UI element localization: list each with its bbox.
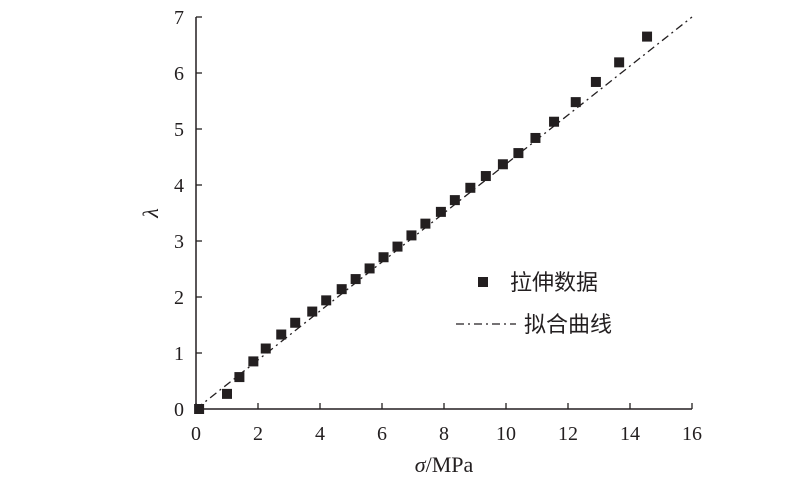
x-tick-label: 6 [377, 423, 387, 445]
data-point [642, 31, 653, 42]
y-tick-label: 2 [174, 287, 184, 309]
x-tick-label: 16 [682, 423, 702, 445]
y-tick-label: 4 [174, 175, 184, 197]
data-point [435, 206, 446, 217]
y-tick-label: 6 [174, 63, 184, 85]
data-point [570, 97, 581, 108]
y-tick-label: 0 [174, 399, 184, 421]
data-point [248, 356, 259, 367]
data-point [530, 132, 541, 143]
data-point [449, 195, 460, 206]
data-point [336, 284, 347, 295]
x-tick-label: 0 [191, 423, 201, 445]
data-point [260, 343, 271, 354]
data-point [614, 57, 625, 68]
data-point [420, 218, 431, 229]
y-tick-label: 3 [174, 231, 184, 253]
fit-line-layer [195, 16, 693, 410]
x-tick-label: 12 [558, 423, 578, 445]
fit-line [195, 16, 693, 410]
data-point [350, 274, 361, 285]
legend-label-scatter: 拉伸数据 [510, 271, 598, 296]
data-point [465, 182, 476, 193]
x-ticks: 0 2 4 6 8 10 12 14 16 [191, 403, 702, 445]
x-tick-label: 14 [620, 423, 640, 445]
data-point [364, 263, 375, 274]
x-axis-unit: /MPa [426, 452, 474, 477]
data-point [513, 148, 524, 159]
data-point [480, 171, 491, 182]
x-tick-label: 8 [439, 423, 449, 445]
x-tick-label: 2 [253, 423, 263, 445]
x-axis-symbol: σ [415, 452, 427, 477]
data-point [378, 252, 389, 263]
legend-marker-scatter [478, 277, 488, 287]
data-point [321, 295, 332, 306]
data-point [406, 230, 417, 241]
data-point [276, 329, 287, 340]
data-point [307, 306, 318, 317]
points-layer [194, 31, 653, 414]
y-axis-title: λ [138, 208, 163, 219]
x-tick-label: 4 [315, 423, 325, 445]
legend: 拉伸数据 拟合曲线 [456, 271, 612, 338]
data-point [194, 404, 205, 414]
legend-label-fit-line: 拟合曲线 [524, 313, 612, 338]
data-point [392, 241, 403, 252]
x-tick-label: 10 [496, 423, 516, 445]
data-point [234, 372, 245, 383]
data-point [549, 116, 560, 127]
x-axis-title: σ/MPa [415, 452, 474, 477]
data-point [590, 76, 601, 87]
data-point [497, 159, 508, 170]
y-tick-label: 1 [174, 343, 184, 365]
data-point [222, 388, 232, 399]
data-point [290, 317, 301, 328]
y-tick-label: 7 [174, 7, 184, 29]
y-ticks: 0 1 2 3 4 5 6 7 [174, 7, 202, 421]
y-tick-label: 5 [174, 119, 184, 141]
